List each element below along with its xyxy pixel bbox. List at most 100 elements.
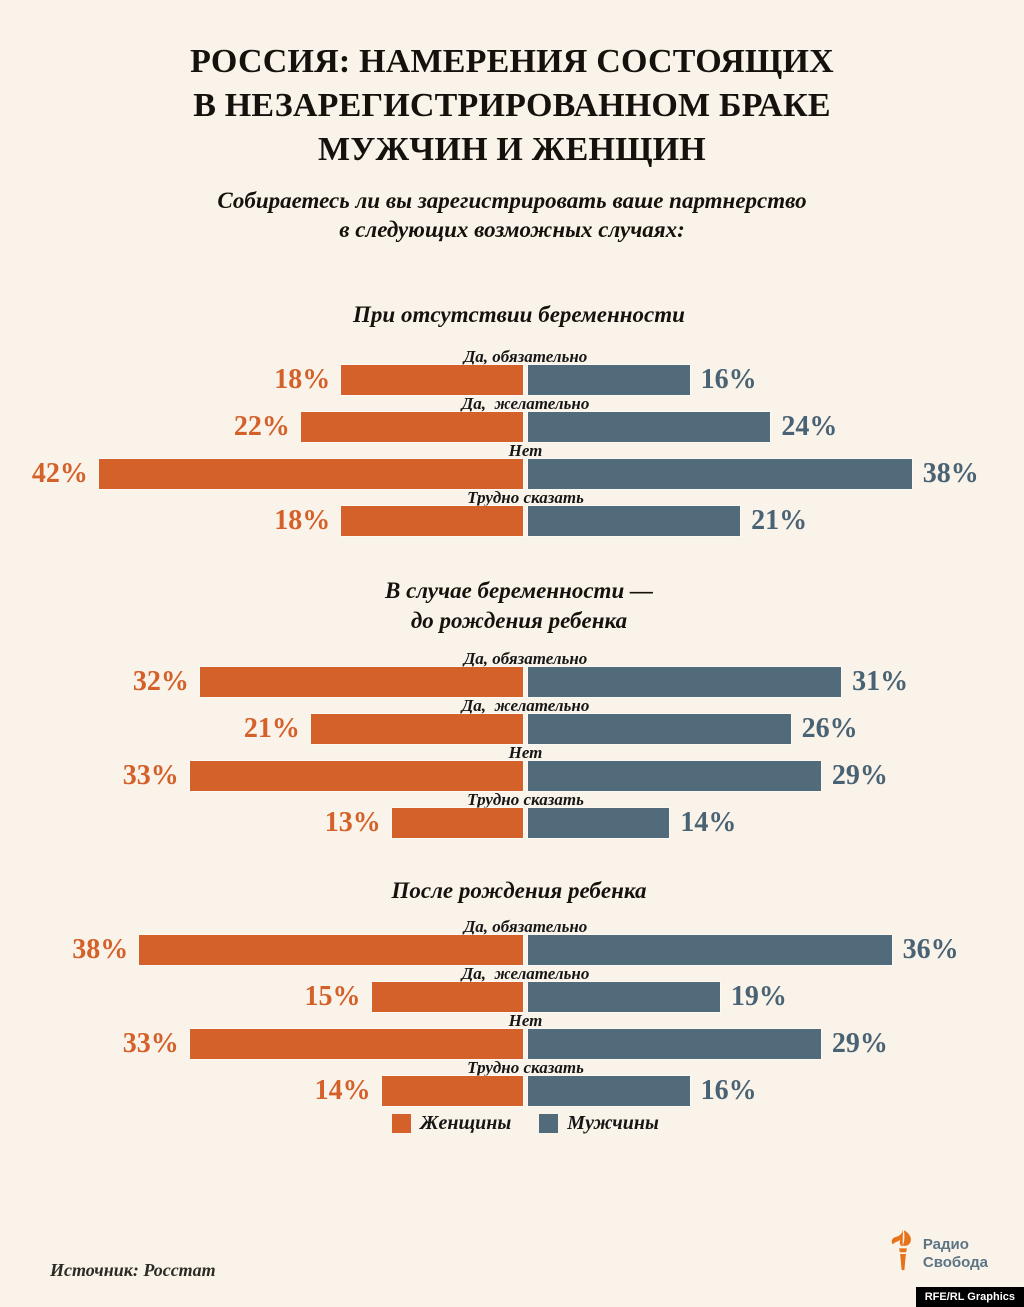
men-zone: 36% (528, 935, 1024, 965)
bar-row: Нет 33% 29% (0, 744, 1024, 791)
page-title-line: РОССИЯ: НАМЕРЕНИЯ СОСТОЯЩИХ (190, 43, 834, 80)
bar-row: Да, обязательно 38% 36% (0, 918, 1024, 965)
men-bar (528, 667, 842, 697)
men-zone: 29% (528, 761, 1024, 791)
men-zone: 16% (528, 365, 1024, 395)
bar-pair: 21% 26% (0, 714, 1024, 744)
women-zone: 14% (0, 1076, 523, 1106)
row-label: Да, желательно (461, 394, 590, 413)
women-value-label: 15% (304, 981, 361, 1012)
women-value-label: 21% (243, 713, 300, 744)
men-bar (528, 808, 670, 838)
bar-pair: 18% 16% (0, 365, 1024, 395)
men-zone: 14% (528, 808, 1024, 838)
women-zone: 33% (0, 761, 523, 791)
bar-rows: Да, обязательно 32% 31% Да, желательно (0, 650, 1024, 838)
men-value-label: 19% (730, 981, 787, 1012)
bar-pair: 15% 19% (0, 982, 1024, 1012)
women-zone: 22% (0, 412, 523, 442)
row-label: Да, обязательно (463, 917, 588, 936)
charts-area: При отсутствии беременности Да, обязател… (0, 300, 1024, 1135)
women-zone: 18% (0, 506, 523, 536)
women-color-swatch (392, 1114, 412, 1133)
men-bar (528, 365, 690, 395)
women-zone: 21% (0, 714, 523, 744)
row-label: Нет (508, 1011, 543, 1030)
legend-label-women: Женщины (420, 1112, 512, 1134)
women-zone: 32% (0, 667, 523, 697)
legend-item-men: Мужчины (539, 1112, 659, 1135)
women-value-label: 38% (72, 934, 129, 965)
women-value-label: 18% (274, 505, 331, 536)
page-title-line: МУЖЧИН И ЖЕНЩИН (318, 131, 706, 168)
men-zone: 21% (528, 506, 1024, 536)
women-zone: 15% (0, 982, 523, 1012)
bar-pair: 18% 21% (0, 506, 1024, 536)
men-bar (528, 1076, 690, 1106)
legend-label-men: Мужчины (567, 1112, 659, 1134)
bar-pair: 33% 29% (0, 761, 1024, 791)
men-value-label: 31% (852, 666, 909, 697)
men-bar (528, 506, 741, 536)
women-value-label: 18% (274, 364, 331, 395)
legend-item-women: Женщины (392, 1112, 511, 1135)
row-label: Трудно сказать (467, 790, 584, 809)
men-zone: 19% (528, 982, 1024, 1012)
section-title: В случае беременности — до рождения ребе… (0, 576, 1024, 636)
men-value-label: 16% (700, 364, 757, 395)
bar-pair: 32% 31% (0, 667, 1024, 697)
men-value-label: 14% (680, 807, 737, 838)
section-title-line: При отсутствии беременности (353, 302, 685, 327)
women-zone: 42% (0, 459, 523, 489)
men-zone: 16% (528, 1076, 1024, 1106)
chart-section-after-birth: После рождения ребенка Да, обязательно 3… (0, 876, 1024, 1106)
women-bar (189, 761, 523, 791)
women-value-label: 13% (324, 807, 381, 838)
men-zone: 26% (528, 714, 1024, 744)
women-value-label: 42% (31, 458, 88, 489)
bar-rows: Да, обязательно 18% 16% Да, желательно (0, 348, 1024, 536)
men-bar (528, 935, 892, 965)
men-value-label: 38% (922, 458, 979, 489)
page-title-line: В НЕЗАРЕГИСТРИРОВАННОМ БРАКЕ (193, 87, 831, 124)
women-bar (139, 935, 523, 965)
men-bar (528, 459, 912, 489)
women-bar (98, 459, 523, 489)
bar-row: Трудно сказать 13% 14% (0, 791, 1024, 838)
bar-row: Да, желательно 15% 19% (0, 965, 1024, 1012)
bar-row: Трудно сказать 18% 21% (0, 489, 1024, 536)
section-title-line: до рождения ребенка (410, 608, 628, 633)
men-bar (528, 412, 771, 442)
men-zone: 29% (528, 1029, 1024, 1059)
row-label: Да, обязательно (463, 347, 588, 366)
logo-word-1: Радио (922, 1235, 969, 1253)
section-title-line: В случае беременности — (384, 578, 653, 603)
source-note: Источник: Росстат (50, 1260, 216, 1280)
bar-rows: Да, обязательно 38% 36% Да, желательно (0, 918, 1024, 1106)
women-value-label: 33% (122, 760, 179, 791)
row-label: Да, желательно (461, 964, 590, 983)
bar-row: Нет 42% 38% (0, 442, 1024, 489)
men-value-label: 36% (902, 934, 959, 965)
bar-row: Да, обязательно 18% 16% (0, 348, 1024, 395)
women-bar (310, 714, 523, 744)
row-label: Да, желательно (461, 696, 590, 715)
men-bar (528, 761, 821, 791)
legend: Женщины Мужчины (0, 1112, 1024, 1135)
section-title: После рождения ребенка (0, 876, 1024, 906)
row-label: Нет (508, 441, 543, 460)
women-value-label: 22% (233, 411, 290, 442)
men-zone: 24% (528, 412, 1024, 442)
men-value-label: 26% (801, 713, 858, 744)
row-label: Да, обязательно (463, 649, 588, 668)
women-bar (391, 808, 523, 838)
chart-section-during-pregnancy: В случае беременности — до рождения ребе… (0, 576, 1024, 838)
bar-row: Нет 33% 29% (0, 1012, 1024, 1059)
women-zone: 18% (0, 365, 523, 395)
graphics-credit-badge: RFE/RL Graphics (915, 1287, 1024, 1307)
men-value-label: 29% (831, 1028, 888, 1059)
women-bar (199, 667, 523, 697)
men-zone: 38% (528, 459, 1024, 489)
row-label: Трудно сказать (467, 1058, 584, 1077)
women-bar (300, 412, 523, 442)
